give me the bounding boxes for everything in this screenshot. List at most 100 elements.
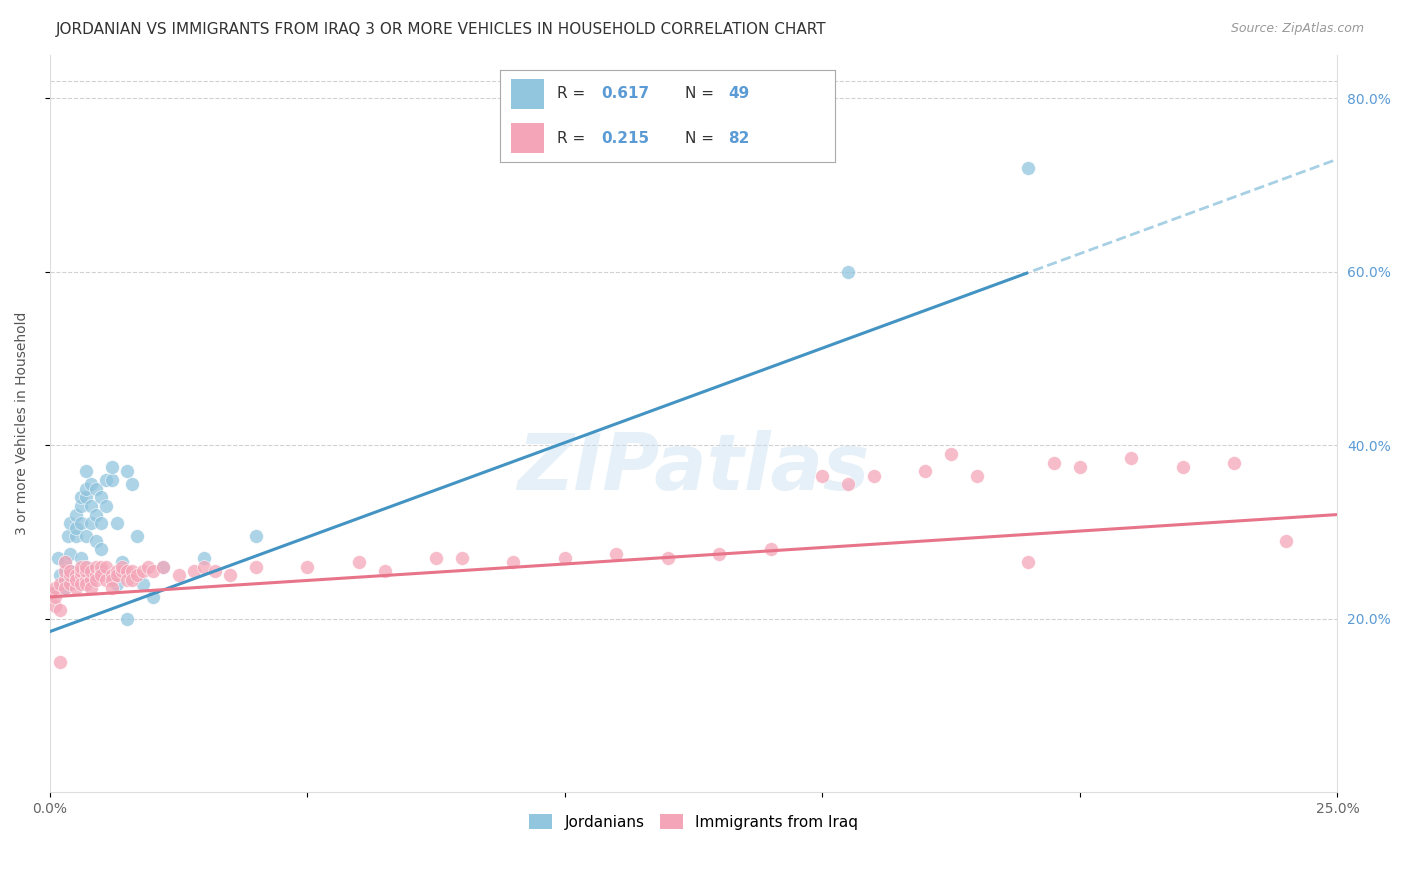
Point <box>111 559 134 574</box>
Point <box>42 585 65 599</box>
Point <box>75 573 97 587</box>
Point <box>69 550 91 565</box>
Point <box>142 590 165 604</box>
Point <box>44 590 66 604</box>
Point <box>65 520 87 534</box>
Point <box>1275 533 1298 548</box>
Point <box>136 559 159 574</box>
Point <box>84 559 107 574</box>
Point <box>69 516 91 531</box>
Point <box>41 585 63 599</box>
Point <box>75 564 97 578</box>
Point <box>193 550 215 565</box>
Point <box>1171 459 1194 474</box>
Point <box>84 482 107 496</box>
Point <box>80 499 103 513</box>
Point <box>84 533 107 548</box>
Point <box>183 564 205 578</box>
Text: JORDANIAN VS IMMIGRANTS FROM IRAQ 3 OR MORE VEHICLES IN HOUSEHOLD CORRELATION CH: JORDANIAN VS IMMIGRANTS FROM IRAQ 3 OR M… <box>56 22 827 37</box>
Point <box>204 564 226 578</box>
Point <box>105 577 128 591</box>
Point <box>59 577 82 591</box>
Point <box>69 559 91 574</box>
Y-axis label: 3 or more Vehicles in Household: 3 or more Vehicles in Household <box>15 312 30 535</box>
Point <box>65 568 87 582</box>
Point <box>49 568 72 582</box>
Point <box>96 499 118 513</box>
Point <box>105 568 128 582</box>
Point <box>49 577 72 591</box>
Point <box>657 550 679 565</box>
Point <box>100 459 122 474</box>
Point <box>44 581 66 595</box>
Point <box>75 482 97 496</box>
Point <box>53 555 76 569</box>
Point <box>121 564 143 578</box>
Point <box>1017 555 1039 569</box>
Point <box>75 529 97 543</box>
Point <box>347 555 370 569</box>
Point <box>100 473 122 487</box>
Point <box>90 542 112 557</box>
Point <box>1223 456 1246 470</box>
Point <box>111 555 134 569</box>
Point <box>56 529 79 543</box>
Point <box>219 568 242 582</box>
Point <box>80 581 103 595</box>
Point <box>75 559 97 574</box>
Point <box>52 577 75 591</box>
Point <box>59 568 82 582</box>
Point <box>53 581 76 595</box>
Point <box>425 550 447 565</box>
Point <box>605 547 627 561</box>
Text: ZIPatlas: ZIPatlas <box>517 430 870 506</box>
Point <box>53 573 76 587</box>
Point <box>80 516 103 531</box>
Point <box>84 568 107 582</box>
Point <box>53 555 76 569</box>
Point <box>100 568 122 582</box>
Point <box>193 559 215 574</box>
Point <box>105 564 128 578</box>
Point <box>131 577 153 591</box>
Point <box>297 559 319 574</box>
Point <box>837 265 859 279</box>
Point <box>837 477 859 491</box>
Point <box>59 516 82 531</box>
Point <box>84 508 107 522</box>
Point <box>502 555 524 569</box>
Point <box>115 564 138 578</box>
Point <box>65 508 87 522</box>
Point <box>115 464 138 478</box>
Point <box>127 529 149 543</box>
Point <box>75 559 97 574</box>
Point <box>966 468 988 483</box>
Point <box>90 559 112 574</box>
Point <box>450 550 472 565</box>
Point <box>53 564 76 578</box>
Point <box>69 490 91 504</box>
Point <box>115 611 138 625</box>
Point <box>1043 456 1066 470</box>
Point <box>75 577 97 591</box>
Point <box>90 516 112 531</box>
Point <box>131 564 153 578</box>
Point <box>115 573 138 587</box>
Point <box>49 603 72 617</box>
Point <box>46 550 69 565</box>
Point <box>65 529 87 543</box>
Point <box>65 581 87 595</box>
Point <box>80 564 103 578</box>
Point <box>1121 451 1143 466</box>
Point <box>59 547 82 561</box>
Point <box>863 468 886 483</box>
Point <box>142 564 165 578</box>
Point <box>111 564 134 578</box>
Point <box>1069 459 1091 474</box>
Point <box>69 564 91 578</box>
Point <box>121 477 143 491</box>
Point <box>53 581 76 595</box>
Point <box>245 559 267 574</box>
Point <box>167 568 190 582</box>
Point <box>90 490 112 504</box>
